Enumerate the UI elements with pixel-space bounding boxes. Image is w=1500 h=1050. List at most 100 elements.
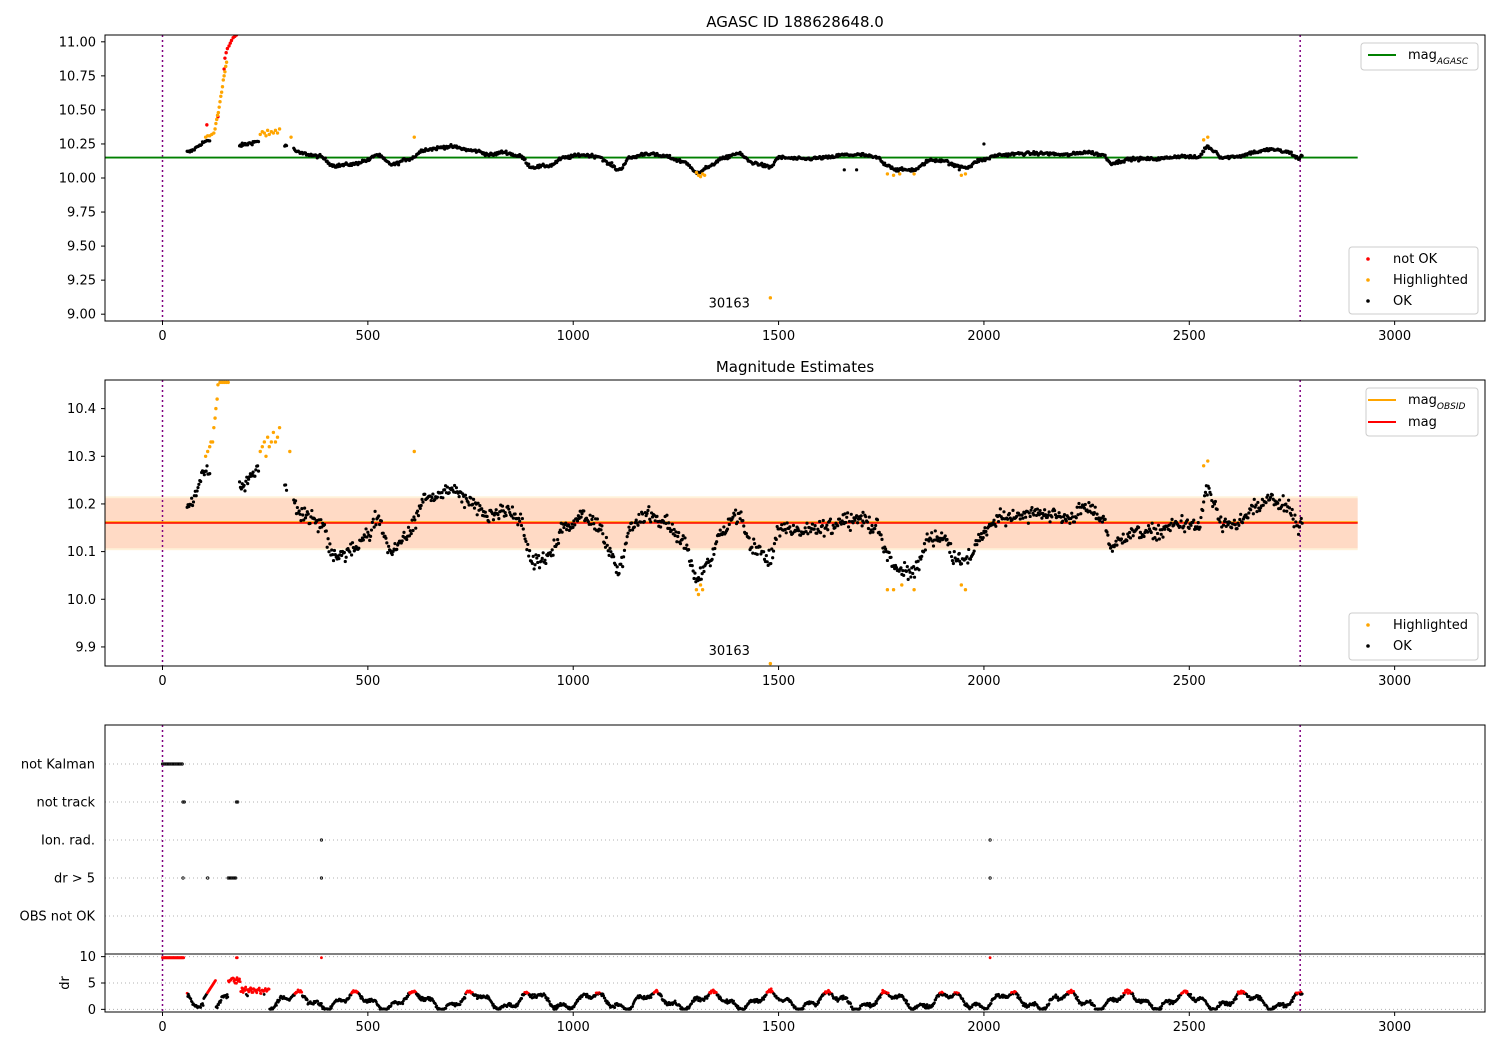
ok-point: [809, 530, 813, 534]
ok-point: [797, 529, 801, 533]
highlighted-point: [275, 435, 280, 439]
ok-point: [855, 514, 859, 518]
ok-point: [453, 483, 457, 488]
ok-point: [322, 523, 327, 527]
dr-point: [189, 997, 193, 1001]
dr-high-point: [1069, 988, 1073, 992]
dr-point: [962, 1000, 966, 1004]
dr-point: [678, 1004, 682, 1008]
dr-high-point: [244, 985, 248, 989]
dr-high-point: [241, 991, 245, 994]
ok-point: [523, 157, 527, 161]
dr-point: [602, 994, 606, 998]
x-tick-label: 500: [355, 329, 380, 344]
ok-point: [552, 538, 556, 542]
ok-point: [580, 512, 584, 516]
panel-magnitude-title: Magnitude Estimates: [716, 358, 874, 376]
ok-point: [1153, 536, 1157, 540]
dr-point: [275, 1003, 278, 1007]
ok-point: [1254, 503, 1258, 507]
flag-point: [319, 838, 324, 842]
highlighted-point: [700, 588, 705, 592]
ok-point: [1101, 514, 1105, 518]
ok-point: [441, 496, 445, 500]
ok-point: [533, 563, 537, 567]
ok-point: [1103, 153, 1107, 157]
ok-point: [1002, 510, 1006, 514]
not-ok-point: [229, 38, 234, 43]
ok-point: [1276, 501, 1280, 505]
ok-point: [1213, 499, 1218, 504]
ok-point: [1290, 507, 1294, 512]
highlighted-point: [258, 132, 262, 137]
obsid-annotation: 30163: [709, 644, 750, 659]
ok-point: [909, 575, 913, 579]
highlighted-point: [959, 583, 964, 587]
ok-point: [395, 547, 399, 551]
highlighted-point: [260, 445, 265, 449]
ok-point: [430, 495, 434, 500]
ok-point: [966, 561, 970, 565]
dr-point: [1074, 993, 1077, 997]
flag-point: [206, 876, 210, 880]
ok-point: [967, 547, 971, 552]
ok-point: [687, 547, 691, 552]
legend-point-swatch: [1366, 644, 1370, 648]
ok-point: [1200, 152, 1204, 156]
ok-point: [871, 530, 875, 534]
ok-point: [384, 536, 388, 540]
ok-point: [462, 505, 467, 510]
ok-point: [385, 541, 389, 545]
ok-point: [621, 555, 626, 559]
highlighted-point: [1206, 135, 1210, 139]
legend-point-swatch: [1366, 623, 1370, 627]
ok-point: [1228, 521, 1232, 525]
ok-point: [1221, 530, 1225, 534]
ok-point: [478, 504, 482, 508]
flag-row-label: not Kalman: [21, 758, 95, 773]
y-tick-label: 9.9: [75, 640, 96, 655]
highlighted-point: [702, 173, 707, 177]
panel-agasc-frame: [104, 34, 1486, 322]
ok-point: [771, 163, 776, 167]
ok-point: [899, 566, 903, 570]
y-tick-label: 10: [79, 950, 96, 965]
ok-point: [982, 529, 986, 533]
ok-point: [582, 509, 586, 513]
ok-point: [946, 160, 950, 164]
ok-point: [855, 521, 860, 525]
ok-point: [1261, 503, 1265, 507]
ok-point: [519, 523, 524, 528]
dr-point: [989, 1002, 993, 1005]
ok-point: [605, 543, 609, 547]
y-tick-label: 11.00: [59, 35, 96, 50]
not-ok-point: [228, 41, 232, 45]
ok-point: [617, 571, 621, 576]
dr-point: [878, 996, 882, 999]
y-tick-label: 9.75: [67, 206, 96, 221]
ok-point: [771, 549, 776, 553]
ok-point: [447, 491, 451, 495]
legend-box: [1348, 612, 1479, 661]
ok-point: [507, 507, 511, 511]
ok-point: [902, 573, 906, 577]
ok-point: [497, 517, 501, 521]
ok-point: [202, 473, 206, 477]
ok-point: [718, 528, 722, 532]
ok-point: [908, 570, 912, 574]
highlighted-point: [265, 128, 270, 133]
dr-point: [320, 1001, 323, 1005]
ok-point: [821, 518, 825, 523]
ok-point: [625, 535, 629, 539]
dr-high-point: [320, 956, 323, 960]
ok-point: [253, 474, 257, 478]
panel-dr: 0 500 1000 1500 2000 2500 3000 0 5 10 dr: [58, 950, 1486, 1035]
ok-point: [848, 528, 852, 533]
ok-point: [1258, 509, 1262, 513]
ok-point: [1007, 511, 1011, 516]
dr-point: [418, 994, 421, 998]
dr-point: [1024, 1002, 1028, 1006]
ok-point: [472, 506, 477, 510]
ok-point: [755, 552, 759, 556]
highlighted-point: [213, 416, 217, 420]
